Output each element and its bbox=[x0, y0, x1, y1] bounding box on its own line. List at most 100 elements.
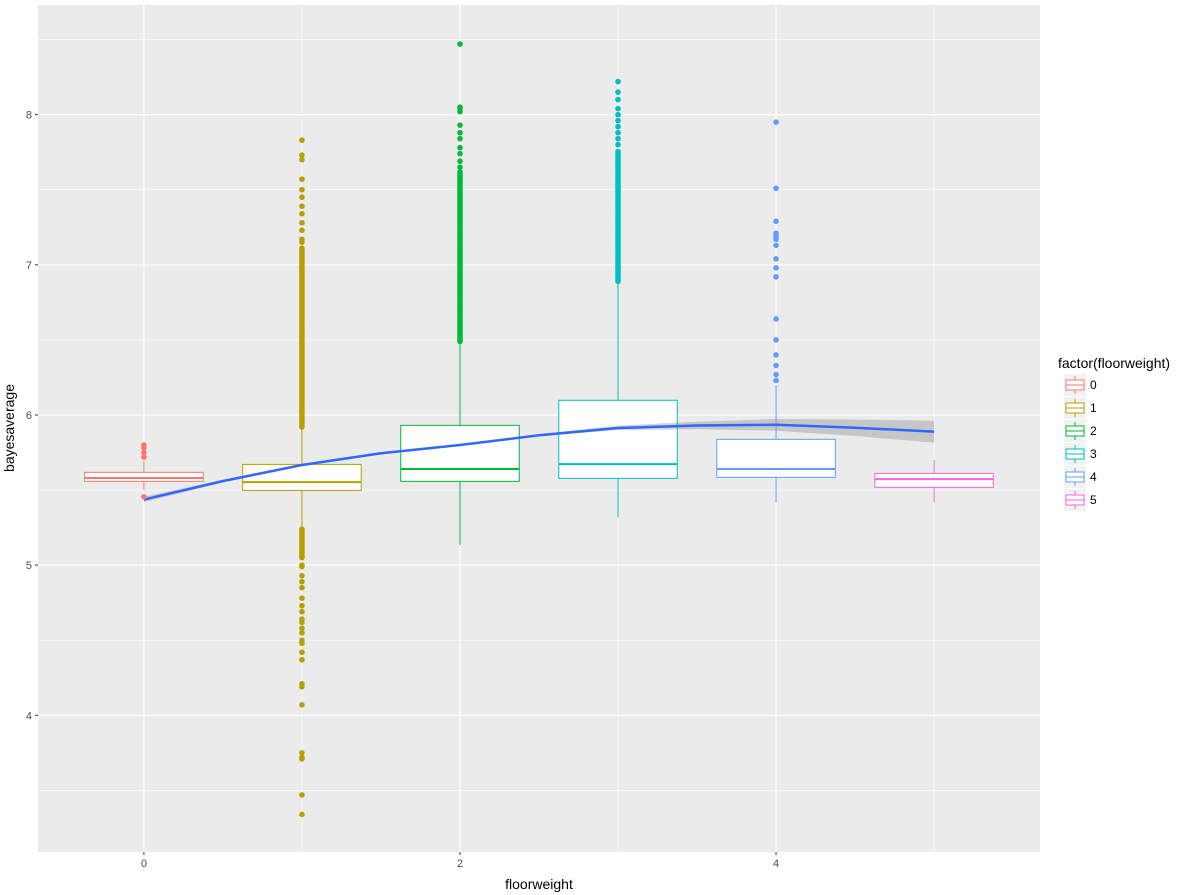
outlier-point bbox=[299, 137, 305, 143]
x-tick-label: 2 bbox=[457, 858, 463, 870]
box bbox=[400, 424, 520, 482]
outlier-point bbox=[773, 337, 779, 343]
outlier-point bbox=[773, 185, 779, 192]
box bbox=[558, 399, 678, 479]
box-group-2 bbox=[400, 342, 520, 545]
outlier-point bbox=[615, 117, 621, 124]
legend-label: 3 bbox=[1090, 447, 1097, 461]
box bbox=[242, 463, 362, 491]
outlier-point bbox=[299, 756, 305, 762]
outlier-point bbox=[299, 619, 305, 626]
smooth-line bbox=[143, 423, 935, 501]
legend-label: 0 bbox=[1090, 378, 1097, 392]
y-tick-label: 7 bbox=[26, 260, 32, 272]
y-tick-label: 5 bbox=[26, 560, 32, 572]
x-axis-title: floorweight bbox=[505, 876, 573, 892]
outlier-point bbox=[141, 445, 147, 451]
x-tick-label: 4 bbox=[773, 858, 779, 870]
smooth-layer bbox=[143, 419, 935, 503]
outlier-point bbox=[299, 227, 305, 234]
outlier-point bbox=[299, 578, 305, 585]
y-tick-label: 6 bbox=[26, 410, 32, 422]
outlier-point bbox=[299, 247, 305, 254]
outlier-point bbox=[457, 158, 463, 164]
outlier-point bbox=[615, 78, 621, 85]
x-tick-label: 0 bbox=[141, 858, 147, 870]
legend-key-3: 3 bbox=[1064, 443, 1097, 465]
outlier-point bbox=[299, 210, 305, 217]
box bbox=[716, 438, 836, 478]
outlier-point bbox=[457, 144, 463, 151]
outlier-point bbox=[773, 119, 779, 125]
outlier-point bbox=[299, 595, 305, 602]
y-axis-title: bayesaverage bbox=[1, 384, 17, 472]
outlier-point bbox=[773, 274, 779, 280]
outlier-point bbox=[299, 625, 305, 632]
legend-label: 4 bbox=[1090, 470, 1097, 484]
outlier-point bbox=[457, 108, 463, 115]
legend-label: 1 bbox=[1090, 401, 1097, 415]
outlier-point bbox=[299, 792, 305, 798]
outlier-point bbox=[299, 526, 305, 532]
outlier-point bbox=[773, 377, 779, 384]
outlier-point bbox=[457, 41, 463, 47]
outlier-point bbox=[299, 702, 305, 708]
legend: factor(floorweight) 0 1 2 3 4 5 bbox=[1058, 355, 1170, 511]
outlier-point bbox=[299, 684, 305, 690]
outlier-point bbox=[773, 265, 779, 271]
box-group-0 bbox=[84, 460, 204, 491]
box-group-4 bbox=[716, 384, 836, 503]
box bbox=[84, 471, 204, 482]
outlier-point bbox=[457, 129, 463, 136]
outlier-point bbox=[299, 640, 305, 647]
outlier-point bbox=[615, 141, 621, 148]
outlier-point bbox=[299, 584, 305, 591]
outlier-point bbox=[457, 135, 463, 142]
outlier-point bbox=[141, 454, 147, 460]
legend-key-4: 4 bbox=[1064, 466, 1097, 488]
outlier-point bbox=[615, 89, 621, 95]
outlier-point bbox=[299, 563, 305, 570]
outlier-points bbox=[141, 41, 779, 818]
box-group-5 bbox=[874, 460, 994, 503]
legend-key-1: 1 bbox=[1064, 397, 1097, 419]
box bbox=[874, 472, 994, 488]
outlier-point bbox=[773, 371, 779, 378]
outlier-point bbox=[299, 572, 305, 579]
outlier-point bbox=[299, 176, 305, 183]
outlier-point bbox=[457, 122, 463, 128]
outlier-point bbox=[299, 649, 305, 656]
outlier-point bbox=[457, 169, 463, 175]
y-tick-label: 8 bbox=[26, 110, 32, 122]
outlier-point bbox=[299, 608, 305, 615]
box-group-3 bbox=[558, 282, 678, 518]
legend-label: 5 bbox=[1090, 493, 1097, 507]
outlier-point bbox=[773, 218, 779, 225]
outlier-point bbox=[773, 242, 779, 249]
outlier-point bbox=[773, 362, 779, 369]
outlier-point bbox=[299, 203, 305, 210]
outlier-point bbox=[299, 629, 305, 636]
legend-label: 2 bbox=[1090, 424, 1097, 438]
boxes bbox=[84, 282, 994, 545]
outlier-point bbox=[457, 150, 463, 157]
outlier-point bbox=[299, 811, 305, 818]
outlier-point bbox=[773, 316, 779, 322]
outlier-point bbox=[457, 164, 463, 170]
legend-key-2: 2 bbox=[1064, 420, 1097, 442]
legend-title: factor(floorweight) bbox=[1058, 355, 1170, 371]
outlier-point bbox=[615, 129, 621, 136]
outlier-point bbox=[141, 494, 147, 500]
outlier-point bbox=[299, 194, 305, 201]
outlier-point bbox=[773, 255, 779, 262]
outlier-point bbox=[299, 186, 305, 193]
outlier-point bbox=[615, 105, 621, 112]
legend-key-0: 0 bbox=[1064, 374, 1097, 396]
outlier-point bbox=[773, 352, 779, 358]
legend-key-5: 5 bbox=[1064, 489, 1097, 511]
outlier-point bbox=[299, 219, 305, 226]
outlier-point bbox=[615, 123, 621, 130]
outlier-point bbox=[141, 449, 147, 456]
outlier-point bbox=[615, 111, 621, 118]
